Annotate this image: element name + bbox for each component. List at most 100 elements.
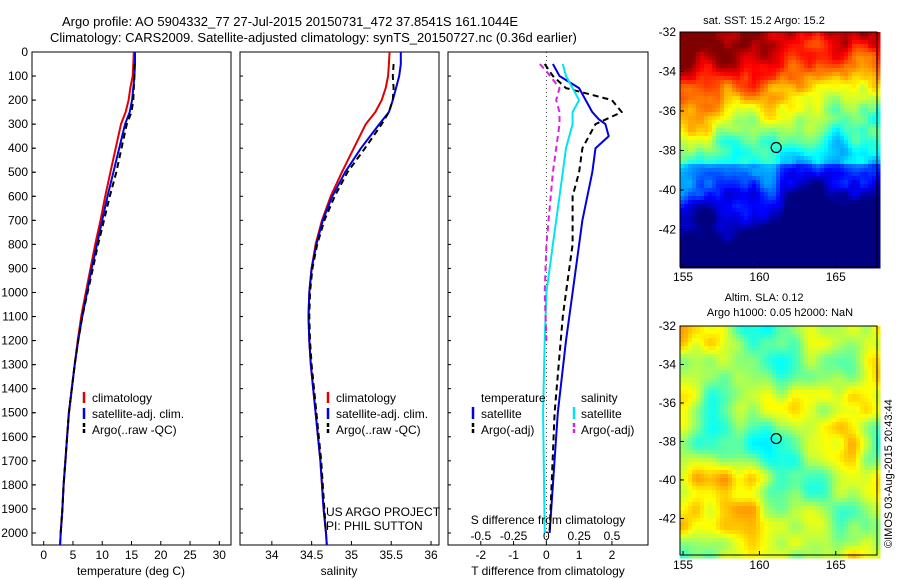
map-pixel: [760, 84, 765, 89]
map-pixel: [876, 108, 881, 113]
map-pixel: [684, 370, 689, 375]
map-pixel: [824, 36, 829, 41]
map-pixel: [740, 228, 745, 233]
map-pixel: [852, 56, 857, 61]
map-pixel: [832, 398, 837, 403]
map-pixel: [872, 164, 877, 169]
map-pixel: [804, 386, 809, 391]
map-pixel: [776, 188, 781, 193]
map-pixel: [680, 96, 685, 101]
map-pixel: [808, 346, 813, 351]
map-pixel: [692, 414, 697, 419]
map-pixel: [708, 32, 713, 37]
map-pixel: [876, 124, 881, 129]
depth-tick-label: 1400: [1, 382, 28, 396]
map-pixel: [876, 36, 881, 41]
map-pixel: [860, 132, 865, 137]
map-pixel: [832, 108, 837, 113]
map-pixel: [772, 136, 777, 141]
map-pixel: [856, 172, 861, 177]
map-pixel: [680, 164, 685, 169]
map-pixel: [708, 156, 713, 161]
map-pixel: [820, 116, 825, 121]
map-pixel: [852, 390, 857, 395]
map-pixel: [688, 172, 693, 177]
map-pixel: [764, 220, 769, 225]
map-pixel: [868, 346, 873, 351]
map-pixel: [836, 188, 841, 193]
map-pixel: [696, 406, 701, 411]
map-pixel: [688, 362, 693, 367]
map-pixel: [864, 458, 869, 463]
map-pixel: [720, 148, 725, 153]
map-pixel: [720, 56, 725, 61]
map-pixel: [764, 414, 769, 419]
map-pixel: [836, 334, 841, 339]
map-pixel: [700, 180, 705, 185]
map-pixel: [760, 338, 765, 343]
map-pixel: [692, 52, 697, 57]
map-pixel: [868, 438, 873, 443]
map-pixel: [748, 244, 753, 249]
map-pixel: [788, 88, 793, 93]
map-pixel: [696, 240, 701, 245]
map-pixel: [784, 80, 789, 85]
map-pixel: [852, 394, 857, 399]
map-pixel: [764, 252, 769, 257]
map-pixel: [832, 148, 837, 153]
map-pixel: [740, 216, 745, 221]
map-pixel: [808, 418, 813, 423]
map-pixel: [872, 418, 877, 423]
map-pixel: [812, 48, 817, 53]
salinity-axis-label: salinity: [321, 564, 358, 578]
map-pixel: [728, 136, 733, 141]
map-pixel: [844, 64, 849, 69]
map-pixel: [760, 72, 765, 77]
map-pixel: [860, 362, 865, 367]
map-pixel: [720, 414, 725, 419]
map-pixel: [680, 60, 685, 65]
map-pixel: [732, 160, 737, 165]
map-pixel: [812, 390, 817, 395]
map-pixel: [808, 342, 813, 347]
map-pixel: [776, 112, 781, 117]
map-pixel: [772, 394, 777, 399]
map-pixel: [768, 418, 773, 423]
map-pixel: [836, 92, 841, 97]
map-pixel: [868, 414, 873, 419]
map-pixel: [704, 184, 709, 189]
map-pixel: [724, 124, 729, 129]
map-pixel: [708, 406, 713, 411]
map-pixel: [780, 76, 785, 81]
map-pixel: [680, 180, 685, 185]
map-pixel: [764, 216, 769, 221]
map-pixel: [872, 32, 877, 37]
legend-label-satellite: satellite-adj. clim.: [92, 407, 184, 421]
map-pixel: [832, 354, 837, 359]
depth-tick-label: 100: [8, 69, 28, 83]
map-pixel: [684, 470, 689, 475]
map-pixel: [720, 116, 725, 121]
map-pixel: [856, 152, 861, 157]
map-pixel: [844, 422, 849, 427]
map-pixel: [824, 132, 829, 137]
map-pixel: [740, 370, 745, 375]
map-pixel: [808, 338, 813, 343]
map-pixel: [760, 108, 765, 113]
map-pixel: [872, 462, 877, 467]
map-pixel: [868, 72, 873, 77]
salinity-panel-frame: [239, 51, 440, 546]
map-pixel: [840, 410, 845, 415]
map-pixel: [808, 72, 813, 77]
map-pixel: [756, 414, 761, 419]
map-pixel: [728, 374, 733, 379]
map-pixel: [784, 434, 789, 439]
map-pixel: [724, 334, 729, 339]
map-pixel: [684, 200, 689, 205]
map-pixel: [856, 96, 861, 101]
map-pixel: [732, 386, 737, 391]
map-pixel: [728, 60, 733, 65]
map-pixel: [812, 140, 817, 145]
map-pixel: [792, 462, 797, 467]
map-pixel: [840, 192, 845, 197]
